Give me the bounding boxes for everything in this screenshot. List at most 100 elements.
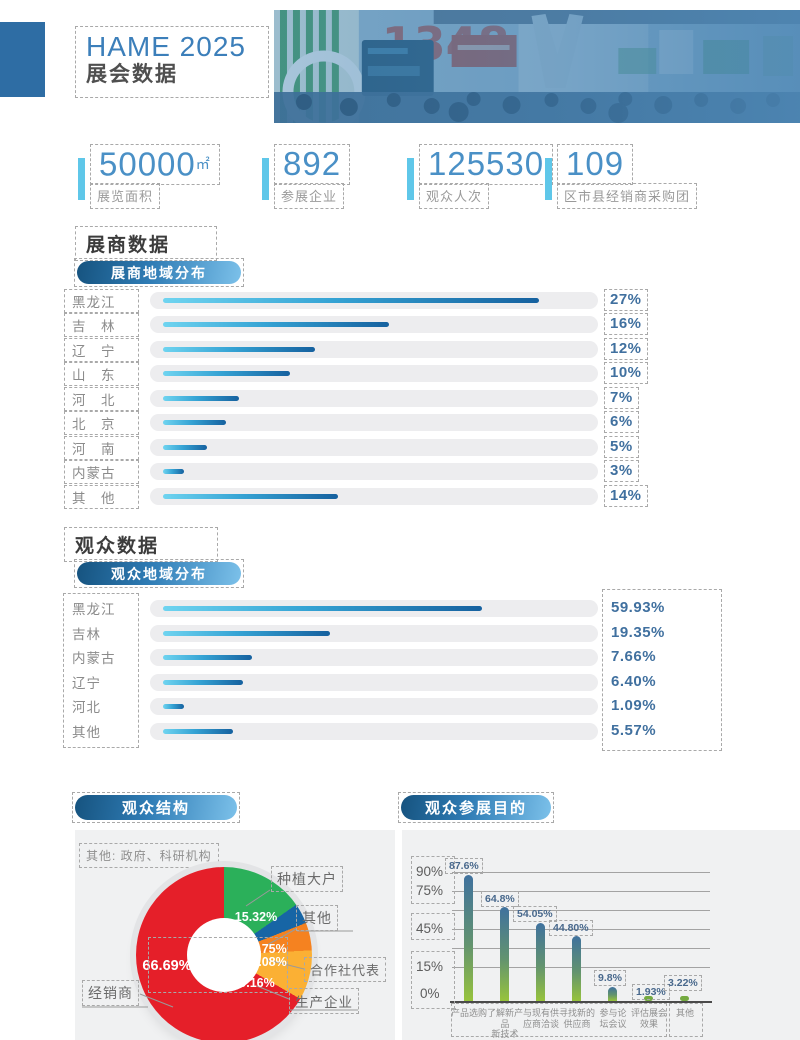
slice-value: 15.32% xyxy=(234,910,278,924)
gridline xyxy=(452,891,710,892)
row-value: 1.09% xyxy=(611,697,657,714)
x-tick: 评估展会 效果 xyxy=(630,1008,667,1029)
heading-text: 观众数据 xyxy=(75,536,160,557)
column-bar xyxy=(464,874,473,1001)
column-bar xyxy=(608,986,617,1001)
bar xyxy=(163,631,330,636)
ytick-group xyxy=(411,913,455,940)
bar xyxy=(163,445,208,450)
stat-value: 50000 xyxy=(99,145,196,183)
slice-label-producers: 生产企业 xyxy=(289,988,359,1014)
row-label: 河北 xyxy=(72,700,101,715)
row-label: 辽宁 xyxy=(72,676,101,691)
row-label: 山 东 xyxy=(64,362,139,386)
bar-track xyxy=(150,723,598,740)
stat-accent-bar xyxy=(545,158,552,200)
row-value: 6.40% xyxy=(611,673,657,690)
row-value: 7.66% xyxy=(611,648,657,665)
bar xyxy=(163,655,252,660)
xlabel-group xyxy=(669,1003,703,1037)
row-value: 14% xyxy=(604,485,648,507)
exhibitor-section-heading: 展商数据 xyxy=(75,226,217,261)
annotation-box xyxy=(148,937,288,993)
row-value: 3% xyxy=(604,460,639,482)
row-value: 19.35% xyxy=(611,624,665,641)
gridline xyxy=(452,948,710,949)
row-label: 辽 宁 xyxy=(64,338,139,362)
row-value: 5.57% xyxy=(611,722,657,739)
row-label: 内蒙古 xyxy=(72,651,116,666)
bar xyxy=(163,420,227,425)
pill-label: 观众地域分布 xyxy=(77,562,241,585)
column-bar xyxy=(572,936,581,1001)
slice-label-growers: 种植大户 xyxy=(271,866,343,892)
structure-note: 其他: 政府、科研机构 xyxy=(79,843,219,868)
bar-track xyxy=(150,649,598,666)
row-label: 内蒙古 xyxy=(64,460,139,484)
stat-accent-bar xyxy=(407,158,414,200)
stat-value: 892 xyxy=(283,145,342,182)
bar xyxy=(163,298,539,303)
bar-track xyxy=(150,439,598,456)
y-tick: 15% xyxy=(416,959,444,974)
bar xyxy=(163,680,244,685)
column-bar xyxy=(644,996,653,1001)
row-value: 59.93% xyxy=(611,599,665,616)
bar xyxy=(163,729,233,734)
bar xyxy=(163,704,185,709)
bar-track xyxy=(150,600,598,617)
stat-unit: ㎡ xyxy=(195,156,211,172)
stat-label: 展览面积 xyxy=(97,189,154,205)
bar-track xyxy=(150,674,598,691)
stat-label: 区市县经销商采购团 xyxy=(564,189,691,204)
row-label: 北 京 xyxy=(64,411,139,435)
bar-track xyxy=(150,698,598,715)
pill-label: 观众参展目的 xyxy=(401,795,551,820)
x-tick: 与现有供 应商洽谈 xyxy=(522,1008,559,1029)
bar xyxy=(163,371,290,376)
y-tick: 45% xyxy=(416,921,444,936)
row-value: 10% xyxy=(604,362,648,384)
column-value: 64.8% xyxy=(481,891,519,907)
row-label: 其他 xyxy=(72,725,101,740)
stat-value: 125530 xyxy=(428,145,545,182)
column-value: 9.8% xyxy=(594,970,626,986)
slice-label-coop: 合作社代表 xyxy=(304,957,387,982)
row-value: 27% xyxy=(604,289,648,311)
bar-track xyxy=(150,488,598,505)
row-label: 黑龙江 xyxy=(72,602,116,617)
row-value: 5% xyxy=(604,436,639,458)
row-label: 其 他 xyxy=(64,485,139,509)
bar-track xyxy=(150,390,598,407)
x-tick: 其他 xyxy=(675,1008,694,1018)
stat-visitors: 125530 观众人次 xyxy=(419,144,554,209)
stat-exhibition-area: 50000㎡ 展览面积 xyxy=(90,144,220,210)
ytick-group xyxy=(411,951,455,1009)
slice-value: 5.08% xyxy=(251,955,287,969)
bar xyxy=(163,322,389,327)
bar xyxy=(163,396,239,401)
row-value: 16% xyxy=(604,313,648,335)
heading-text: 展商数据 xyxy=(86,235,171,256)
column-value: 3.22% xyxy=(664,975,702,991)
row-label: 黑龙江 xyxy=(64,289,139,313)
column-bar xyxy=(680,996,689,1001)
bar-track xyxy=(150,625,598,642)
bar xyxy=(163,469,185,474)
gridline xyxy=(452,872,710,873)
bar xyxy=(163,606,482,611)
x-tick: 产品选购 xyxy=(450,1008,487,1018)
row-label: 吉林 xyxy=(72,627,101,642)
ytick-group xyxy=(411,856,455,904)
y-tick: 75% xyxy=(416,883,444,898)
column-bar xyxy=(536,922,545,1001)
page-subtitle: 展会数据 xyxy=(86,63,178,86)
visitor-label-column: 黑龙江 吉林 内蒙古 辽宁 河北 其他 xyxy=(63,593,139,748)
pill-label: 展商地域分布 xyxy=(77,261,241,284)
x-axis xyxy=(450,1001,712,1003)
banner-photo: 1348 xyxy=(274,10,800,123)
bar-track xyxy=(150,292,598,309)
exhibitor-chart-title: 展商地域分布 xyxy=(74,258,244,287)
slice-label-other: 其他 xyxy=(296,905,338,931)
